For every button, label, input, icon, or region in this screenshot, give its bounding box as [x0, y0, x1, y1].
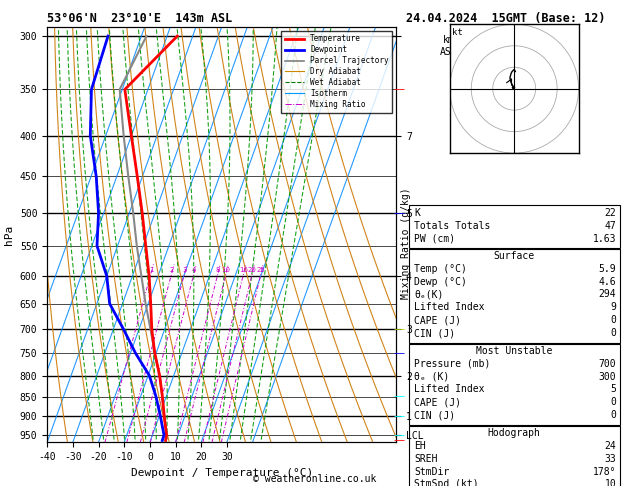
Text: 24.04.2024  15GMT (Base: 12): 24.04.2024 15GMT (Base: 12) — [406, 12, 605, 25]
Text: 5.9: 5.9 — [599, 263, 616, 274]
Text: 10: 10 — [221, 267, 231, 273]
Text: 3: 3 — [182, 267, 187, 273]
Text: Lifted Index: Lifted Index — [414, 384, 484, 395]
Text: —: — — [394, 392, 405, 401]
Text: θₑ (K): θₑ (K) — [414, 371, 449, 382]
Y-axis label: hPa: hPa — [4, 225, 14, 244]
Text: StmDir: StmDir — [414, 467, 449, 477]
Text: —: — — [394, 430, 405, 440]
Text: 1: 1 — [149, 267, 153, 273]
Text: StmSpd (kt): StmSpd (kt) — [414, 479, 479, 486]
Text: 53°06'N  23°10'E  143m ASL: 53°06'N 23°10'E 143m ASL — [47, 12, 233, 25]
Text: 700: 700 — [599, 359, 616, 369]
Text: 294: 294 — [599, 290, 616, 299]
Text: 9: 9 — [611, 302, 616, 312]
Text: 47: 47 — [604, 221, 616, 231]
Text: 0: 0 — [611, 398, 616, 407]
Y-axis label: km
ASL: km ASL — [440, 35, 457, 57]
Text: Surface: Surface — [494, 251, 535, 261]
Text: 300: 300 — [599, 371, 616, 382]
Text: Temp (°C): Temp (°C) — [414, 263, 467, 274]
Text: 33: 33 — [604, 454, 616, 464]
Text: 4.6: 4.6 — [599, 277, 616, 287]
Text: 10: 10 — [604, 479, 616, 486]
Text: Dewp (°C): Dewp (°C) — [414, 277, 467, 287]
Text: 24: 24 — [604, 441, 616, 451]
Text: CIN (J): CIN (J) — [414, 410, 455, 420]
Text: PW (cm): PW (cm) — [414, 234, 455, 243]
Text: —: — — [394, 85, 405, 94]
Text: 178°: 178° — [593, 467, 616, 477]
Text: CAPE (J): CAPE (J) — [414, 398, 461, 407]
X-axis label: Dewpoint / Temperature (°C): Dewpoint / Temperature (°C) — [131, 468, 313, 478]
Text: 0: 0 — [611, 410, 616, 420]
Text: Lifted Index: Lifted Index — [414, 302, 484, 312]
Text: 0: 0 — [611, 315, 616, 325]
Text: 4: 4 — [192, 267, 196, 273]
Text: Hodograph: Hodograph — [487, 428, 541, 438]
Text: 25: 25 — [257, 267, 265, 273]
Text: K: K — [414, 208, 420, 218]
Text: 8: 8 — [216, 267, 220, 273]
Legend: Temperature, Dewpoint, Parcel Trajectory, Dry Adiabat, Wet Adiabat, Isotherm, Mi: Temperature, Dewpoint, Parcel Trajectory… — [281, 31, 392, 113]
Text: kt: kt — [452, 28, 463, 37]
Text: 5: 5 — [611, 384, 616, 395]
Text: Pressure (mb): Pressure (mb) — [414, 359, 490, 369]
Text: © weatheronline.co.uk: © weatheronline.co.uk — [253, 473, 376, 484]
Text: θₑ(K): θₑ(K) — [414, 290, 443, 299]
Text: 0: 0 — [611, 328, 616, 338]
Text: —: — — [394, 411, 405, 421]
Text: CIN (J): CIN (J) — [414, 328, 455, 338]
Text: EH: EH — [414, 441, 426, 451]
Text: 20: 20 — [248, 267, 257, 273]
Text: —: — — [394, 435, 405, 446]
Text: 2: 2 — [170, 267, 174, 273]
Text: —: — — [394, 348, 405, 358]
Text: —: — — [394, 324, 405, 334]
Text: Totals Totals: Totals Totals — [414, 221, 490, 231]
Text: Mixing Ratio (g/kg): Mixing Ratio (g/kg) — [401, 187, 411, 299]
Text: SREH: SREH — [414, 454, 437, 464]
Text: —: — — [394, 208, 405, 218]
Text: CAPE (J): CAPE (J) — [414, 315, 461, 325]
Text: 22: 22 — [604, 208, 616, 218]
Text: Most Unstable: Most Unstable — [476, 346, 552, 356]
Text: 16: 16 — [239, 267, 248, 273]
Text: 1.63: 1.63 — [593, 234, 616, 243]
